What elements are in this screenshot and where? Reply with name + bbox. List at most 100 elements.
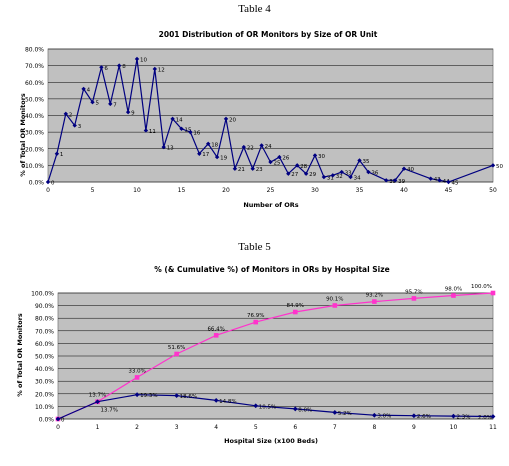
chart2-x-tick: 9	[412, 424, 416, 431]
chart1-point	[428, 176, 433, 181]
chart2-point	[292, 406, 298, 412]
chart1-point-label: 31	[327, 176, 334, 182]
chart1-point-label: 27	[291, 172, 298, 178]
chart1-point	[295, 163, 300, 168]
chart2-x-tick: 0	[56, 424, 60, 431]
chart2-xlabel: Hospital Size (x100 Beds)	[224, 437, 318, 445]
chart2-y-tick: 50.0%	[35, 354, 54, 361]
chart1-x-tick: 45	[445, 187, 453, 194]
chart2-y-tick: 20.0%	[35, 391, 54, 398]
chart1-point	[170, 116, 175, 122]
chart1-point-label: 34	[354, 176, 361, 182]
chart1-y-tick: 30.0%	[25, 130, 44, 137]
chart1-point-label: 50	[496, 164, 503, 170]
chart1-point	[188, 129, 193, 135]
chart1-point	[63, 111, 68, 117]
chart2-point	[292, 309, 298, 315]
chart1-x-tick: 10	[133, 187, 141, 194]
chart1-point-label: 19	[220, 156, 227, 162]
chart2-point	[411, 296, 417, 301]
chart1-title: 2001 Distribution of OR Monitors by Size…	[159, 30, 378, 39]
chart1-point-label: 2	[69, 112, 73, 118]
chart2-title: % (& Cumulative %) of Monitors in ORs by…	[154, 265, 389, 274]
chart1-point-label: 0	[51, 181, 55, 187]
chart1-point-label: 17	[202, 152, 209, 158]
chart2-x-tick: 5	[254, 424, 258, 431]
chart2-point-label: 98.0%	[445, 287, 462, 293]
chart1-x-tick: 20	[222, 187, 230, 194]
chart1-y-tick: 0.0%	[29, 180, 45, 187]
chart1-point	[241, 144, 246, 150]
chart1-point-label: 7	[113, 102, 117, 108]
chart1-y-tick: 50.0%	[25, 96, 44, 103]
chart1-point	[90, 100, 95, 105]
chart1-point-label: 39	[398, 179, 405, 185]
chart1-point	[117, 63, 122, 68]
chart1-x-tick: 25	[267, 187, 275, 194]
chart1-series-line	[47, 58, 494, 183]
chart2-point	[134, 392, 140, 398]
chart1-point-label: 32	[336, 174, 343, 180]
chart1-point	[490, 163, 496, 168]
chart1-point-label: 14	[176, 117, 183, 123]
chart1-point-label: 25	[274, 161, 281, 167]
chart1-point-label: 43	[434, 177, 441, 183]
chart2-series-line	[57, 394, 494, 420]
chart1-point	[303, 171, 309, 176]
chart1-point-label: 16	[193, 131, 200, 137]
chart1-point-label: 38	[389, 179, 396, 185]
chart1-x-tick: 35	[356, 187, 364, 194]
chart1-point	[54, 151, 60, 156]
chart2-point-label: 13.7%	[101, 408, 118, 414]
chart2-point	[134, 375, 140, 380]
chart2-point	[253, 403, 259, 409]
chart1-point-label: 45	[452, 181, 459, 187]
chart1-x-tick: 40	[400, 187, 408, 194]
chart1-point	[268, 159, 273, 165]
chart2-point-label: 76.9%	[247, 313, 264, 319]
chart1-point	[223, 116, 229, 122]
chart2-point-label: 90.1%	[326, 296, 343, 302]
chart2-point-label: 0	[61, 418, 65, 424]
chart1-point	[72, 123, 77, 128]
chart2-series-line	[57, 292, 494, 420]
chart2-point-label: 51.6%	[168, 345, 185, 351]
chart2-y-tick: 80.0%	[35, 316, 54, 323]
chart2-point	[332, 303, 338, 308]
chart1-point	[330, 173, 335, 178]
chart1-point	[232, 166, 238, 171]
chart2-y-tick: 90.0%	[35, 303, 54, 310]
chart1-point-label: 22	[247, 146, 254, 152]
chart2-point	[372, 299, 377, 304]
chart2-point-label: 8.0%	[298, 407, 312, 413]
chart1-x-tick: 5	[91, 187, 95, 194]
chart2-x-tick: 6	[293, 424, 297, 431]
chart1-x-tick: 15	[178, 187, 186, 194]
chart1-point	[339, 169, 344, 175]
chart1-point	[277, 154, 282, 160]
chart1-point	[45, 179, 51, 185]
chart2-x-tick: 4	[214, 424, 218, 431]
chart1-point	[134, 56, 140, 62]
chart2-point-label: 84.9%	[287, 303, 304, 309]
chart2-y-tick: 100.0%	[31, 291, 54, 298]
chart1-point-label: 40	[407, 167, 414, 173]
chart2-point	[490, 290, 496, 296]
chart1-point	[125, 109, 131, 115]
chart2-x-tick: 10	[450, 424, 458, 431]
chart2-x-tick: 3	[175, 424, 179, 431]
chart1-point-label: 24	[265, 144, 272, 150]
chart1-point-label: 4	[87, 87, 91, 93]
chart2-y-tick: 30.0%	[35, 379, 54, 386]
chart1-point	[214, 154, 220, 160]
chart2-point	[213, 397, 219, 403]
chart1-point-label: 15	[185, 127, 192, 133]
chart2-point-label: 2.6%	[417, 414, 431, 420]
chart1-point-label: 33	[345, 171, 352, 177]
chart1-point-label: 36	[371, 171, 378, 177]
chart2-y-tick: 60.0%	[35, 341, 54, 348]
chart2-x-tick: 8	[372, 424, 376, 431]
chart1-point-label: 5	[96, 101, 100, 107]
chart1-point	[446, 179, 451, 185]
